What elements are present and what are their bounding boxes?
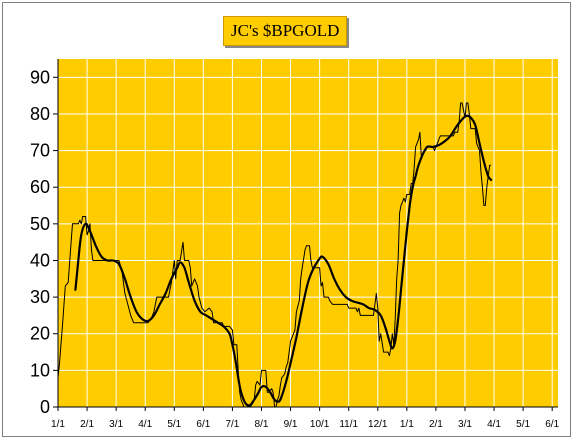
y-tick-label: 40	[30, 250, 50, 270]
x-tick-label: 11/1	[339, 419, 358, 430]
x-tick-label: 8/1	[255, 419, 269, 430]
x-tick-label: 5/1	[516, 419, 530, 430]
y-tick-label: 50	[30, 214, 50, 234]
y-tick-label: 90	[30, 67, 50, 87]
chart-title: JC's $BPGOLD	[223, 16, 348, 46]
smoothed-line	[74, 114, 493, 407]
x-tick-label: 2/1	[429, 419, 443, 430]
x-tick-label: 2/1	[80, 419, 94, 430]
x-tick-label: 6/1	[196, 419, 210, 430]
x-tick-label: 4/1	[487, 419, 501, 430]
axes: 0 10 20 30 40 50 60 70 80 90 1/1 2/1 3/1 4/1 5/1 6/1 7/1…	[30, 59, 560, 430]
x-tick-label: 7/1	[225, 419, 239, 430]
x-tick-label: 9/1	[284, 419, 298, 430]
y-tick-label: 20	[30, 324, 50, 344]
x-tick-label: 3/1	[458, 419, 472, 430]
x-tick-label: 6/1	[545, 419, 559, 430]
y-tick-label: 70	[30, 141, 50, 161]
x-tick-label: 1/1	[51, 419, 65, 430]
x-tick-label: 3/1	[109, 419, 123, 430]
x-tick-label: 4/1	[138, 419, 152, 430]
x-tick-label: 1/1	[400, 419, 414, 430]
series-layer	[57, 102, 493, 408]
x-tick-label: 5/1	[167, 419, 181, 430]
y-tick-label: 10	[30, 360, 50, 380]
plot-area	[58, 59, 558, 407]
x-tick-label: 10/1	[310, 419, 330, 430]
y-tick-label: 0	[40, 397, 50, 417]
y-tick-label: 60	[30, 177, 50, 197]
x-tick-label: 12/1	[368, 419, 388, 430]
y-tick-label: 30	[30, 287, 50, 307]
y-tick-label: 80	[30, 104, 50, 124]
